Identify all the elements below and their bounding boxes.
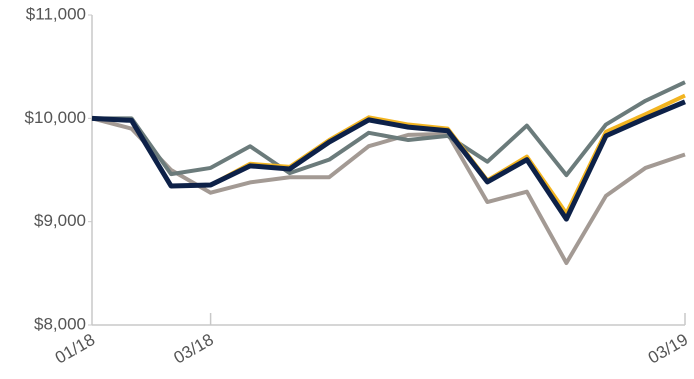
y-tick-label: $10,000 — [25, 108, 86, 127]
y-tick-label: $9,000 — [34, 211, 86, 230]
series-line — [91, 99, 686, 222]
series-line — [92, 80, 686, 178]
x-tick-label: 01/18 — [52, 330, 98, 368]
series-line — [91, 116, 686, 265]
y-tick-label: $8,000 — [34, 314, 86, 333]
x-tick-label: 03/19 — [645, 330, 691, 368]
y-tick-label: $11,000 — [26, 4, 86, 23]
x-tick-label: 03/18 — [170, 330, 216, 368]
